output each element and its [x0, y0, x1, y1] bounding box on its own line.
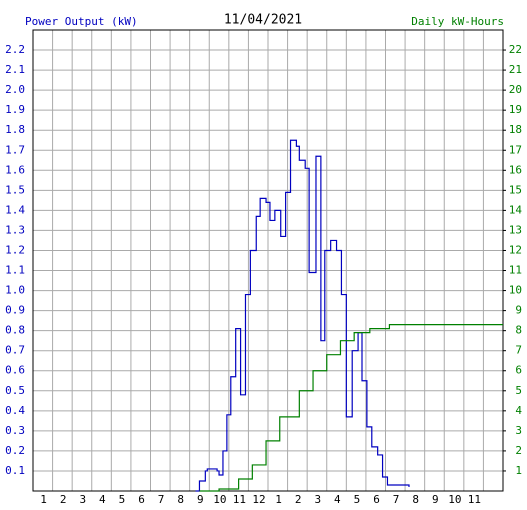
x-tick-label: 7	[158, 493, 165, 506]
y-tick-label: 0.5	[5, 384, 25, 397]
x-tick-label: 12	[252, 493, 265, 506]
y-tick-label: 1.0	[5, 284, 25, 297]
y2-tick-label: 14	[509, 203, 523, 216]
y2-axis-label: Daily kW-Hours	[411, 15, 504, 28]
y-tick-label: 2.2	[5, 43, 25, 56]
y-tick-label: 0.3	[5, 424, 25, 437]
x-tick-label: 3	[79, 493, 86, 506]
data-line	[199, 324, 503, 492]
y2-tick-label: 18	[509, 123, 522, 136]
y-tick-label: 1.1	[5, 264, 25, 277]
y-tick-label: 2.1	[5, 63, 25, 76]
y-tick-label: 1.3	[5, 223, 25, 236]
y2-tick-label: 17	[509, 143, 522, 156]
x-tick-label: 11	[468, 493, 481, 506]
y2-tick-label: 5	[515, 384, 522, 397]
x-tick-label: 4	[99, 493, 106, 506]
y2-tick-label: 19	[509, 103, 522, 116]
y-tick-label: 0.2	[5, 444, 25, 457]
x-tick-label: 10	[213, 493, 226, 506]
y-tick-label: 1.7	[5, 143, 25, 156]
x-tick-label: 8	[412, 493, 419, 506]
x-tick-label: 3	[314, 493, 321, 506]
y-tick-label: 1.8	[5, 123, 25, 136]
y-tick-label: 0.6	[5, 364, 25, 377]
y-tick-label: 0.1	[5, 464, 25, 477]
y-tick-label: 1.2	[5, 243, 25, 256]
y2-tick-label: 1	[515, 464, 522, 477]
y2-tick-label: 21	[509, 63, 522, 76]
y-tick-label: 1.5	[5, 183, 25, 196]
y2-tick-label: 10	[509, 284, 522, 297]
y2-tick-label: 11	[509, 264, 522, 277]
y-tick-label: 0.9	[5, 304, 25, 317]
y2-tick-label: 7	[515, 344, 522, 357]
y2-tick-label: 2	[515, 444, 522, 457]
x-tick-label: 2	[295, 493, 302, 506]
y2-tick-label: 8	[515, 324, 522, 337]
y2-tick-label: 13	[509, 223, 522, 236]
x-tick-label: 7	[393, 493, 400, 506]
y-tick-label: 2.0	[5, 83, 25, 96]
y2-tick-label: 6	[515, 364, 522, 377]
y2-tick-label: 16	[509, 163, 522, 176]
x-tick-label: 1	[275, 493, 282, 506]
x-tick-label: 9	[197, 493, 204, 506]
y2-tick-label: 9	[515, 304, 522, 317]
y2-tick-label: 15	[509, 183, 522, 196]
x-tick-label: 10	[448, 493, 461, 506]
x-tick-label: 6	[373, 493, 380, 506]
x-tick-label: 5	[119, 493, 126, 506]
y2-tick-label: 12	[509, 243, 522, 256]
y-tick-label: 1.6	[5, 163, 25, 176]
y2-tick-label: 4	[515, 404, 522, 417]
y-tick-label: 1.4	[5, 203, 25, 216]
y-axis-label: Power Output (kW)	[25, 15, 138, 28]
x-tick-label: 11	[233, 493, 246, 506]
x-tick-label: 9	[432, 493, 439, 506]
x-tick-label: 4	[334, 493, 341, 506]
x-tick-label: 5	[354, 493, 361, 506]
y-tick-label: 1.9	[5, 103, 25, 116]
x-tick-label: 1	[40, 493, 47, 506]
y-tick-label: 0.4	[5, 404, 25, 417]
y2-tick-label: 20	[509, 83, 522, 96]
x-tick-label: 2	[60, 493, 67, 506]
x-tick-label: 8	[177, 493, 184, 506]
y-tick-label: 0.7	[5, 344, 25, 357]
y2-tick-label: 3	[515, 424, 522, 437]
y2-tick-label: 22	[509, 43, 522, 56]
plot-frame	[32, 29, 504, 492]
chart-title: 11/04/2021	[224, 13, 302, 28]
y-tick-label: 0.8	[5, 324, 25, 337]
x-tick-label: 6	[138, 493, 145, 506]
